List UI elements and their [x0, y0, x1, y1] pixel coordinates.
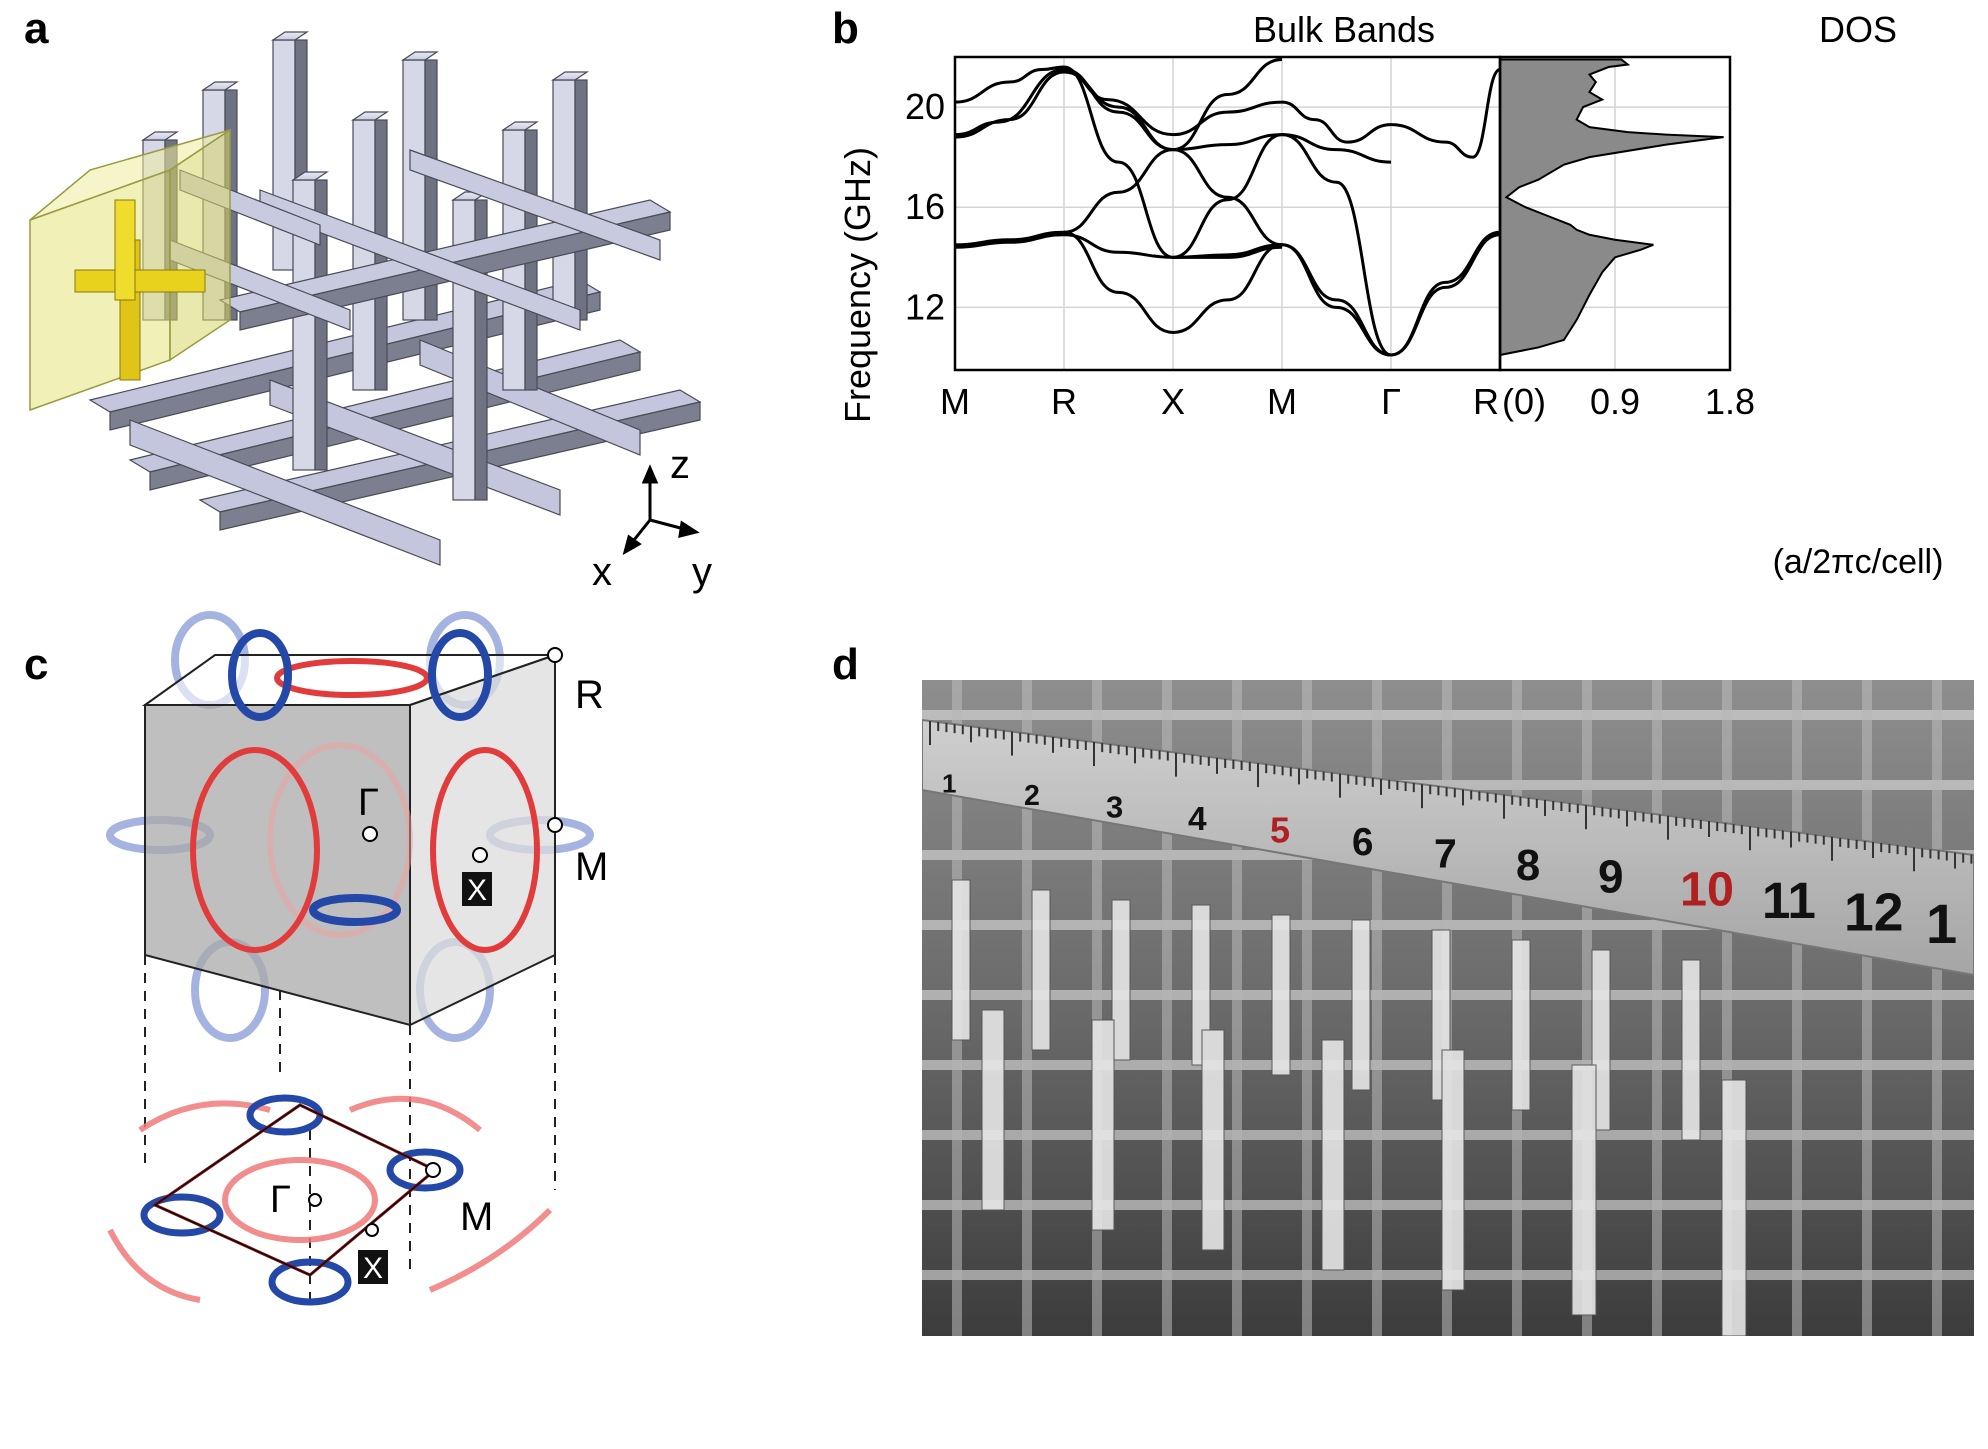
dos-x-tick-label: 1.8 — [1705, 381, 1755, 422]
band-line-9 — [1063, 65, 1283, 259]
dos-x-tick-label: 0.9 — [1590, 381, 1640, 422]
axes-triad — [622, 464, 700, 556]
ruler-number: 3 — [1106, 790, 1123, 825]
dos-plot-frame — [1498, 55, 1732, 372]
ruler-number: 2 — [1024, 780, 1040, 812]
point-gamma-label: Γ — [358, 782, 379, 824]
band-x-tick-label: R — [1051, 381, 1077, 422]
point-X-label: X — [467, 874, 487, 907]
band-x-tick-label: X — [1161, 381, 1185, 422]
dos-x-axis-label: (a/2πc/cell) — [1773, 543, 1944, 581]
axis-x-label: x — [592, 550, 612, 594]
ruler-number: 10 — [1680, 862, 1734, 916]
ruler-number: 8 — [1516, 842, 1540, 890]
chart-title-dos: DOS — [1819, 9, 1897, 50]
band-line-7 — [1063, 58, 1283, 152]
panel-label-a: a — [24, 4, 49, 53]
proj-gamma-label: Γ — [270, 1179, 291, 1221]
band-line-4 — [954, 233, 1283, 259]
brillouin-zone-diagram: R Γ M X Γ M X — [106, 611, 608, 1306]
dos-x-tick-label: (0) — [1502, 381, 1546, 422]
panel-label-c: c — [24, 640, 49, 689]
dos-area — [1499, 58, 1724, 357]
ruler-number: 7 — [1434, 831, 1457, 877]
proj-X-label: X — [363, 1252, 383, 1285]
band-x-tick-label: Γ — [1381, 381, 1401, 422]
chart-title-bulk-bands: Bulk Bands — [1253, 9, 1435, 50]
y-axis-label: Frequency (GHz) — [837, 147, 878, 423]
band-y-tick-label: 12 — [905, 286, 945, 327]
ruler-number: 12 — [1844, 883, 1904, 942]
proj-M-label: M — [460, 1195, 493, 1239]
band-line-2 — [954, 68, 1501, 159]
band-line-1 — [954, 65, 1065, 104]
lattice-illustration: z x y — [29, 31, 712, 594]
band-y-tick-label: 20 — [905, 86, 945, 127]
ruler-number: 1 — [1926, 892, 1957, 955]
ruler-number: 6 — [1352, 821, 1373, 864]
band-x-tick-label: M — [1267, 381, 1297, 422]
panel-label-b: b — [832, 4, 859, 53]
axis-z-label: z — [670, 443, 690, 487]
band-line-6 — [1063, 148, 1501, 357]
panel-label-d: d — [832, 640, 859, 689]
band-x-tick-label: R — [1473, 381, 1499, 422]
band-y-tick-label: 16 — [905, 186, 945, 227]
point-M-label: M — [575, 845, 608, 889]
band-structure-chart: Bulk Bands DOS Frequency (GHz) M R X M Γ R 12 1… — [837, 9, 1944, 581]
ruler-number: 4 — [1188, 801, 1207, 838]
band-x-tick-label: M — [940, 381, 970, 422]
axis-y-label: y — [692, 550, 712, 594]
sample-photograph: 1 2 3 4 5 6 7 8 9 10 11 12 1 — [922, 680, 1974, 1336]
ruler-number: 1 — [942, 769, 956, 799]
ruler-number: 9 — [1598, 851, 1624, 903]
ruler-number: 11 — [1762, 872, 1816, 929]
band-line-5 — [954, 230, 1501, 357]
ruler-number: 5 — [1270, 810, 1290, 851]
band-line-8 — [1172, 133, 1392, 357]
point-R-label: R — [575, 673, 604, 717]
